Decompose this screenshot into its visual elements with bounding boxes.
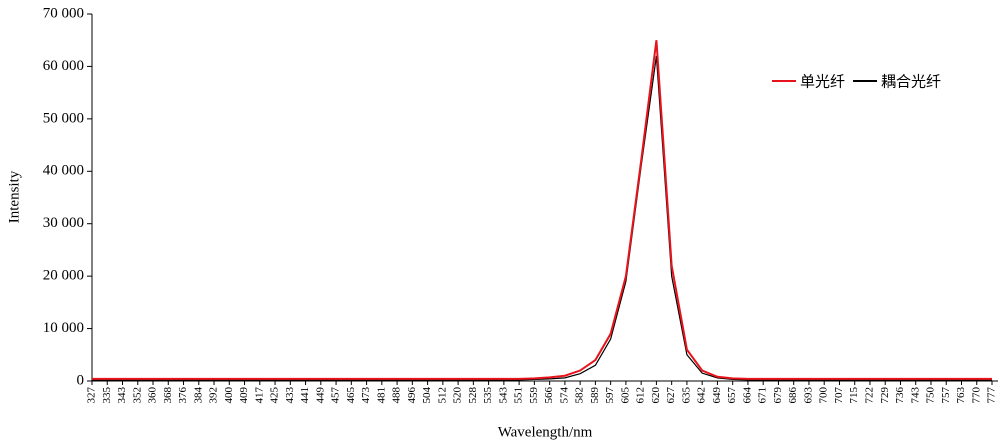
x-tick-label: 376	[177, 387, 189, 404]
x-tick-label: 750	[925, 387, 937, 404]
x-tick-label: 589	[589, 387, 601, 404]
y-tick-label: 70 000	[43, 5, 84, 21]
x-tick-label: 520	[452, 387, 464, 404]
x-tick-label: 400	[223, 387, 235, 404]
x-tick-label: 707	[833, 387, 845, 404]
x-tick-label: 449	[314, 387, 326, 404]
x-tick-label: 582	[574, 387, 586, 404]
x-tick-label: 335	[101, 387, 113, 404]
x-tick-label: 417	[253, 387, 265, 404]
x-tick-label: 777	[986, 387, 998, 404]
x-tick-label: 441	[299, 387, 311, 404]
x-tick-label: 671	[757, 387, 769, 404]
x-tick-label: 528	[467, 387, 479, 404]
x-tick-label: 693	[802, 387, 814, 404]
x-tick-label: 425	[269, 387, 281, 404]
x-tick-label: 384	[192, 387, 204, 404]
x-tick-label: 488	[391, 387, 403, 404]
x-tick-label: 504	[421, 387, 433, 404]
x-tick-label: 473	[360, 387, 372, 404]
x-tick-label: 757	[940, 387, 952, 404]
x-tick-label: 457	[330, 387, 342, 404]
x-tick-label: 392	[208, 387, 220, 404]
x-tick-label: 700	[818, 387, 830, 404]
y-tick-label: 0	[77, 372, 85, 388]
x-tick-label: 597	[604, 387, 616, 404]
x-tick-label: 679	[772, 387, 784, 404]
x-tick-label: 770	[970, 387, 982, 404]
x-tick-label: 566	[543, 387, 555, 404]
y-tick-label: 60 000	[43, 58, 84, 74]
x-tick-label: 649	[711, 387, 723, 404]
x-tick-label: 657	[726, 387, 738, 404]
x-tick-label: 512	[436, 387, 448, 404]
x-tick-label: 543	[497, 387, 509, 404]
series-line	[92, 40, 992, 380]
x-tick-label: 627	[665, 387, 677, 404]
x-tick-label: 433	[284, 387, 296, 404]
x-tick-label: 574	[558, 387, 570, 404]
x-tick-label: 620	[650, 387, 662, 404]
legend-label: 耦合光纤	[881, 73, 941, 91]
x-tick-label: 635	[680, 387, 692, 404]
x-tick-label: 729	[879, 387, 891, 404]
x-tick-label: 368	[162, 387, 174, 404]
x-tick-label: 559	[528, 387, 540, 404]
legend-label: 单光纤	[800, 73, 845, 91]
y-axis-title: Intensity	[6, 170, 22, 223]
x-tick-label: 722	[863, 387, 875, 404]
y-tick-label: 50 000	[43, 110, 84, 126]
y-tick-label: 20 000	[43, 268, 84, 284]
y-tick-label: 30 000	[43, 215, 84, 231]
x-tick-label: 535	[482, 387, 494, 404]
x-tick-label: 360	[147, 387, 159, 404]
x-tick-label: 743	[909, 387, 921, 404]
y-tick-label: 10 000	[43, 320, 84, 336]
x-tick-label: 343	[116, 387, 128, 404]
x-tick-label: 327	[86, 387, 98, 404]
x-tick-label: 481	[375, 387, 387, 404]
x-axis-title: Wavelength/nm	[498, 424, 593, 440]
x-tick-label: 352	[131, 387, 143, 404]
x-tick-label: 686	[787, 387, 799, 404]
x-tick-label: 409	[238, 387, 250, 404]
x-tick-label: 612	[635, 387, 647, 404]
x-tick-label: 465	[345, 387, 357, 404]
x-tick-label: 664	[741, 387, 753, 404]
y-tick-label: 40 000	[43, 163, 84, 179]
x-tick-label: 736	[894, 387, 906, 404]
x-tick-label: 496	[406, 387, 418, 404]
x-tick-label: 763	[955, 387, 967, 404]
x-tick-label: 715	[848, 387, 860, 404]
series-line	[92, 55, 992, 381]
x-tick-label: 551	[513, 387, 525, 404]
x-tick-label: 642	[696, 387, 708, 404]
x-tick-label: 605	[619, 387, 631, 404]
